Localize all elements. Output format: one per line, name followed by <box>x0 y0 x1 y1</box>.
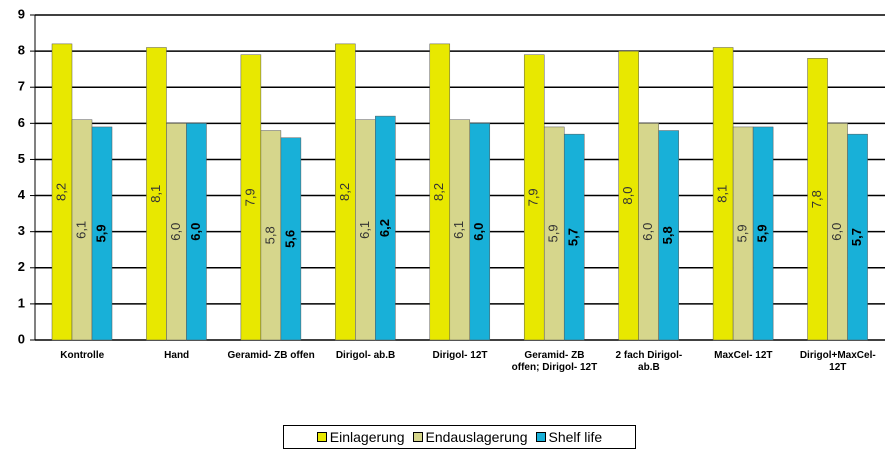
bar <box>91 126 113 341</box>
legend-label: Endauslagerung <box>425 429 528 445</box>
chart: 0 1 2 3 4 5 6 7 8 9 8,2 6,1 5,9 8,1 6,0 6,0 7,9 5,8 5,6 8,2… <box>18 6 885 346</box>
legend-item: Endauslagerung <box>412 429 528 445</box>
x-tick-label: Dirigol- ab.B <box>335 350 396 361</box>
y-tick-label: 2 <box>18 259 25 274</box>
value-label: 8,2 <box>53 183 68 201</box>
value-label: 5,8 <box>660 226 675 244</box>
value-label: 6,1 <box>451 221 466 239</box>
x-tick-label: Geramid- ZB offen; Dirigol- 12T <box>511 350 598 373</box>
value-label: 6,0 <box>471 223 486 241</box>
bar <box>375 115 396 341</box>
value-label: 5,8 <box>262 226 277 244</box>
value-label: 5,7 <box>566 228 581 246</box>
value-label: 5,9 <box>735 224 750 242</box>
value-label: 8,1 <box>715 185 730 203</box>
value-label: 6,1 <box>357 221 372 239</box>
y-tick-label: 9 <box>18 6 25 21</box>
y-tick-label: 0 <box>18 331 25 346</box>
value-label: 5,9 <box>93 224 108 242</box>
bar <box>658 130 679 341</box>
legend-swatch <box>316 432 327 442</box>
value-label: 6,1 <box>73 221 88 239</box>
legend: Einlagerung Endauslagerung Shelf life <box>283 425 636 449</box>
y-tick-label: 1 <box>18 295 25 310</box>
value-label: 6,2 <box>377 219 392 237</box>
y-tick-label: 7 <box>18 79 25 94</box>
bar <box>186 123 207 341</box>
value-label: 7,9 <box>526 188 541 206</box>
x-tick-label: Geramid- ZB offen <box>227 350 315 361</box>
x-tick-label: Dirigol+MaxCel- 12T <box>799 350 876 373</box>
value-label: 5,7 <box>849 228 864 246</box>
y-tick-label: 5 <box>18 151 25 166</box>
legend-swatch <box>412 432 423 442</box>
value-label: 7,8 <box>809 190 824 208</box>
bar <box>847 133 868 341</box>
value-label: 6,0 <box>188 223 203 241</box>
x-tick-label: Dirigol- 12T <box>432 350 488 361</box>
value-label: 8,2 <box>431 183 446 201</box>
legend-label: Einlagerung <box>329 429 405 445</box>
bar <box>280 137 302 341</box>
value-label: 8,0 <box>620 187 635 205</box>
value-label: 5,6 <box>282 230 297 248</box>
legend-swatch <box>535 432 546 442</box>
value-label: 6,0 <box>168 223 183 241</box>
bar <box>563 133 585 341</box>
legend-item: Einlagerung <box>316 429 405 445</box>
value-label: 5,9 <box>755 224 770 242</box>
bar <box>752 126 774 341</box>
value-label: 8,1 <box>148 185 163 203</box>
bar <box>469 123 491 341</box>
y-tick-label: 3 <box>18 223 25 238</box>
value-label: 8,2 <box>337 183 352 201</box>
value-label: 7,9 <box>242 188 257 206</box>
y-tick-label: 4 <box>18 187 26 202</box>
legend-item: Shelf life <box>535 429 603 445</box>
x-tick-label: MaxCel- 12T <box>714 350 773 361</box>
y-tick-label: 6 <box>18 115 25 130</box>
x-tick-label: Hand <box>164 350 190 361</box>
y-tick-label: 8 <box>18 43 25 58</box>
value-label: 6,0 <box>829 223 844 241</box>
value-label: 6,0 <box>640 223 655 241</box>
legend-label: Shelf life <box>548 429 603 445</box>
x-tick-label: 2 fach Dirigol- ab.B <box>615 350 683 373</box>
x-tick-label: Kontrolle <box>60 350 105 361</box>
value-label: 5,9 <box>546 224 561 242</box>
